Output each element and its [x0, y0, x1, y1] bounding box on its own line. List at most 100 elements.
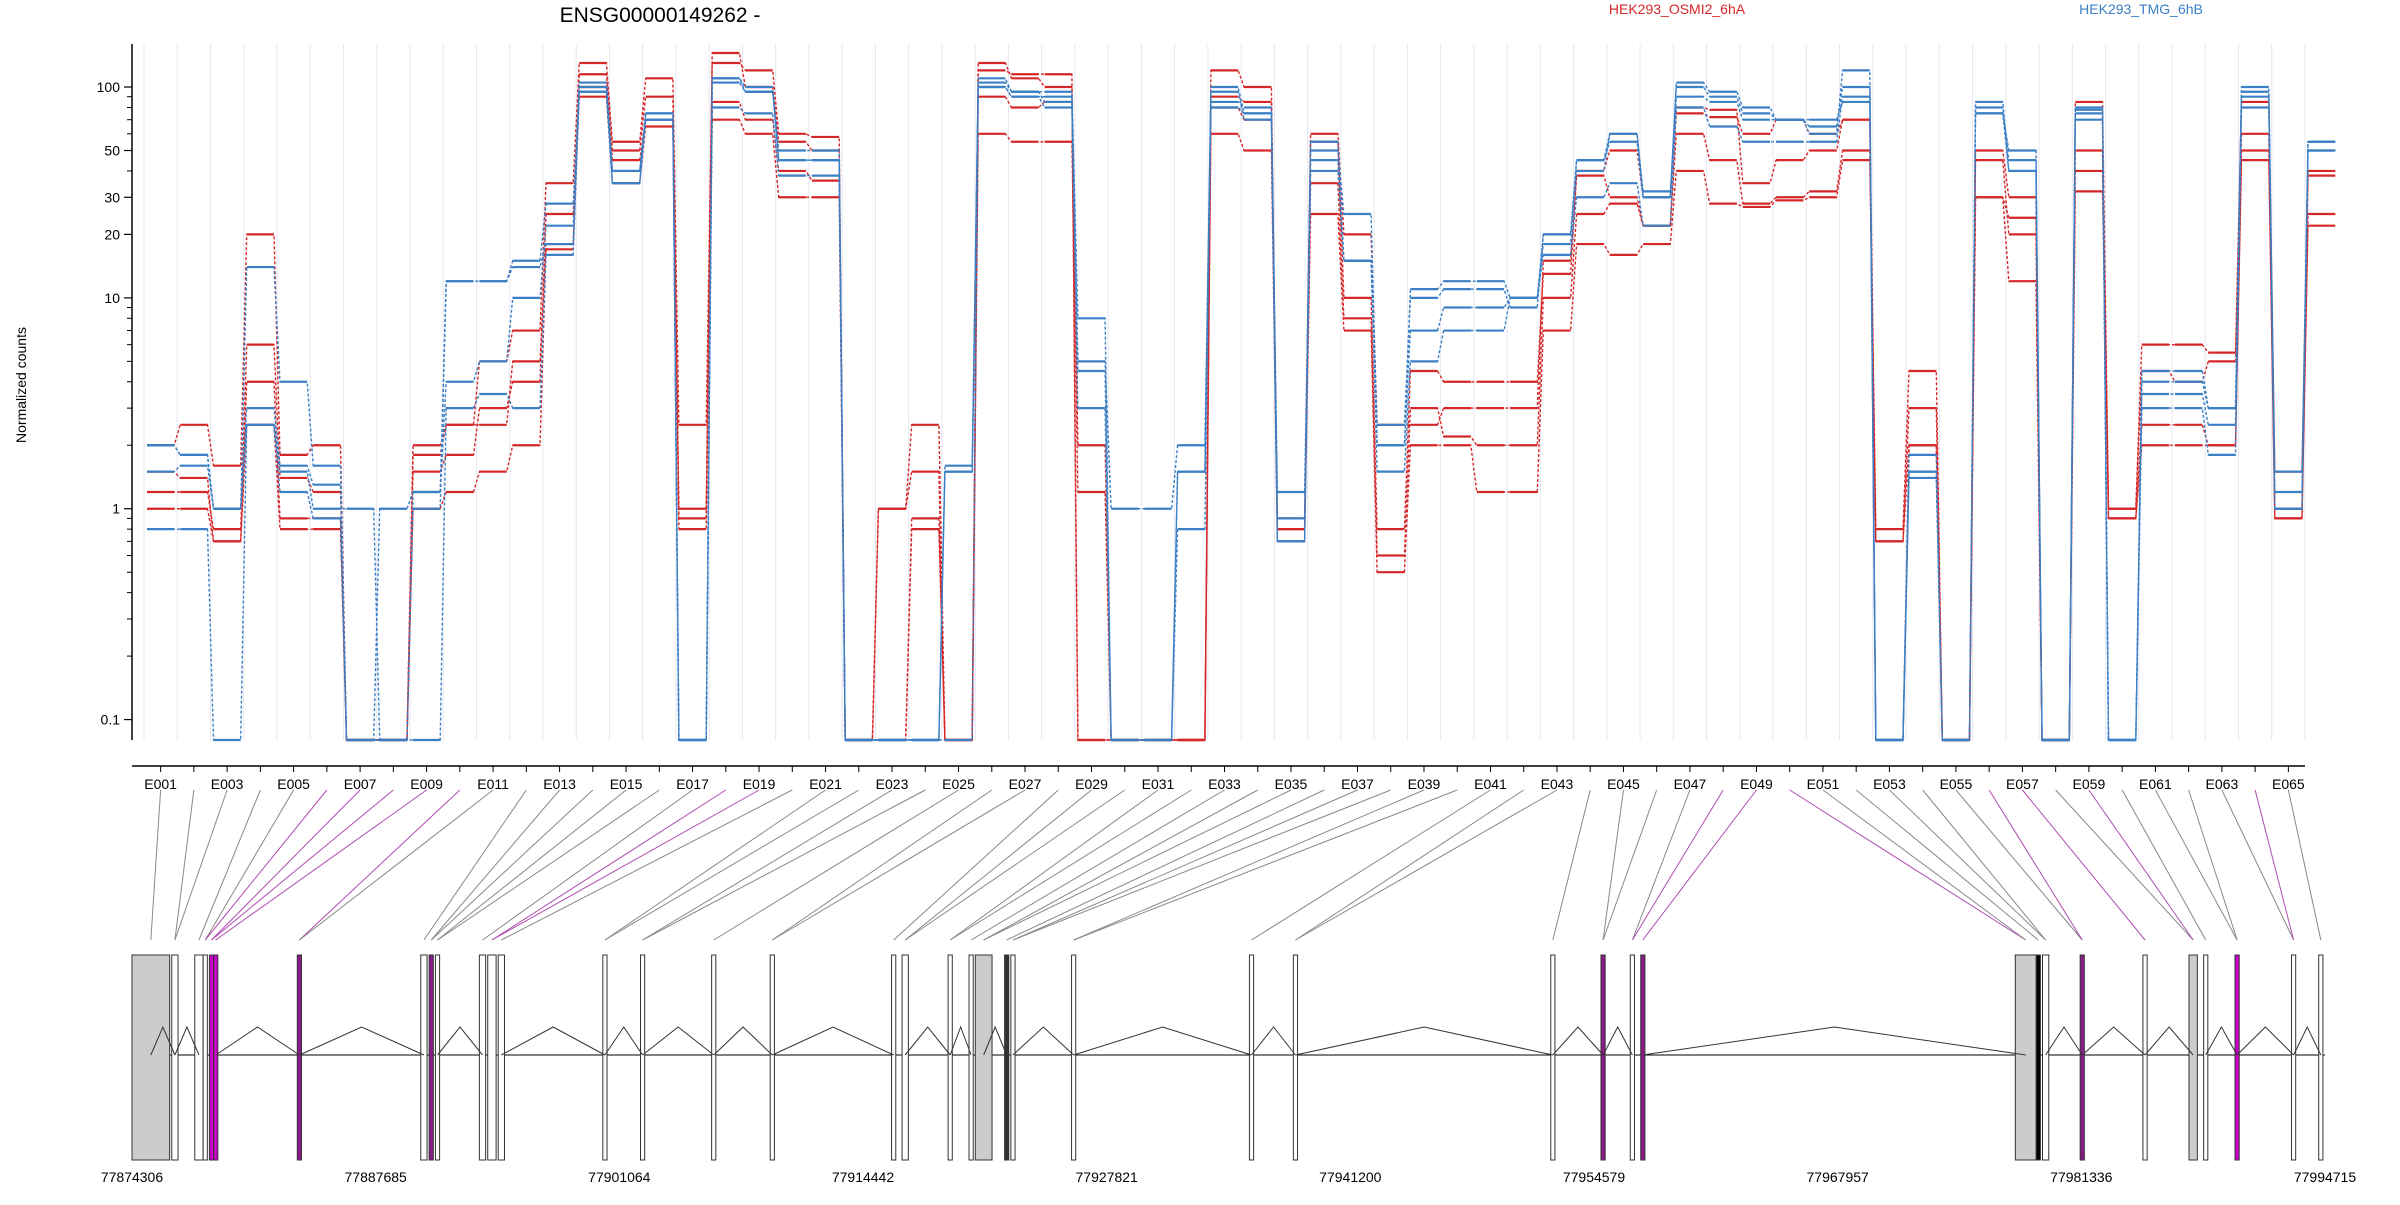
exon-connector — [904, 789, 1126, 941]
exon-connector — [1642, 789, 1757, 941]
exon-box — [213, 954, 219, 1161]
exon-box — [428, 954, 434, 1161]
exon-connector — [2221, 789, 2295, 941]
exon-connector — [949, 789, 1159, 941]
intron-line — [2293, 1025, 2322, 1056]
exon-box — [1292, 954, 1299, 1161]
exon-connector — [1602, 789, 1658, 941]
intron-line — [604, 1026, 643, 1056]
exon-box — [2203, 954, 2209, 1161]
exon-box — [1248, 954, 1255, 1161]
exon-connector — [204, 789, 295, 941]
exon-connector — [1889, 789, 2046, 941]
exon-connector — [1955, 789, 2083, 941]
y-tick-label: 100 — [97, 79, 121, 95]
exon-connector — [2121, 789, 2207, 941]
gene-model — [131, 954, 2325, 1161]
genome-coordinate-label: 77954579 — [1563, 1169, 1626, 1185]
x-tick-label: E011 — [477, 776, 509, 792]
exon-connector — [1631, 789, 1691, 941]
exon-box — [131, 954, 171, 1161]
exon-connector — [437, 789, 660, 941]
exon-box — [2142, 954, 2148, 1161]
y-axis-label: Normalized counts — [13, 327, 29, 443]
exon-connector — [642, 789, 926, 941]
exon-connector — [904, 789, 1092, 941]
chart-title: ENSG00000149262 - — [560, 4, 761, 27]
y-ticks: 0.1 1 10 20 30 50 100 — [97, 79, 132, 728]
exon-connector — [1012, 789, 1391, 941]
exon-box — [2035, 954, 2041, 1161]
exon-connector — [211, 789, 361, 941]
intron-line — [1642, 1026, 2026, 1056]
exon-box — [497, 954, 505, 1161]
exon-connector — [150, 789, 162, 941]
intron-line — [642, 1026, 715, 1056]
exon-box — [2042, 954, 2050, 1161]
genome-coordinate-label: 77994715 — [2294, 1169, 2357, 1185]
intron-line — [772, 1026, 894, 1056]
exon-connector — [174, 789, 228, 941]
intron-line — [1012, 1026, 1074, 1056]
x-tick-label: E027 — [1009, 776, 1042, 792]
exon-connector — [1822, 789, 2027, 941]
exon-connector — [604, 789, 860, 941]
genome-coordinate-ticks: 77874306 77887685 77901064 77914442 77927821… — [101, 1169, 2357, 1185]
intron-line — [2236, 1026, 2294, 1056]
exon-connector — [713, 789, 959, 941]
exon-connector — [2254, 789, 2295, 941]
series-line — [147, 62, 2336, 741]
exon-connector — [1855, 789, 2039, 941]
intron-line — [215, 1026, 300, 1056]
exon-box — [2079, 954, 2085, 1161]
x-tick-label: E063 — [2206, 776, 2239, 792]
exon-connector — [772, 789, 993, 941]
exon-box — [2234, 954, 2240, 1161]
exon-box — [891, 954, 897, 1161]
exon-box — [1640, 954, 1646, 1161]
exon-connector — [437, 789, 627, 941]
series-line — [147, 81, 2336, 741]
exon-box — [1010, 954, 1016, 1161]
genome-coordinate-label: 77887685 — [345, 1169, 408, 1185]
x-tick-label: E043 — [1541, 776, 1574, 792]
exon-box — [639, 954, 646, 1161]
exon-connector — [482, 789, 693, 941]
exon-box — [478, 954, 487, 1161]
exon-connector — [1552, 789, 1591, 941]
x-tick-label: E029 — [1075, 776, 1108, 792]
exon-connector — [1295, 789, 1524, 941]
exon-box — [1600, 954, 1606, 1161]
intron-line — [983, 1025, 1008, 1056]
intron-line — [713, 1026, 773, 1056]
exon-box — [2318, 954, 2324, 1161]
x-tick-label: E013 — [543, 776, 576, 792]
exon-box — [434, 954, 441, 1161]
exon-connector — [430, 789, 594, 941]
exon-connector — [949, 789, 1192, 941]
x-tick-label: E009 — [410, 776, 443, 792]
y-tick-label: 20 — [104, 226, 120, 242]
intron-line — [437, 1026, 483, 1056]
x-tick-label: E007 — [344, 776, 377, 792]
exon-box — [2291, 954, 2297, 1161]
exon-connector — [2154, 789, 2238, 941]
x-tick-label: E059 — [2073, 776, 2106, 792]
x-tick-label: E021 — [809, 776, 842, 792]
exon-connector — [2287, 789, 2322, 941]
exon-box — [974, 954, 993, 1161]
exon-connector — [491, 789, 727, 941]
x-tick-label: E033 — [1208, 776, 1241, 792]
exon-connector — [1988, 789, 2083, 941]
intron-line — [1251, 1026, 1296, 1056]
exon-box — [2014, 954, 2037, 1161]
exon-connector — [642, 789, 893, 941]
intron-line — [2045, 1026, 2083, 1056]
x-tick-label: E045 — [1607, 776, 1640, 792]
exon-connector — [893, 789, 1059, 941]
genome-coordinate-label: 77901064 — [588, 1169, 651, 1185]
x-tick-label: E019 — [743, 776, 776, 792]
exon-connector — [299, 789, 461, 941]
exon-connector — [430, 789, 560, 941]
